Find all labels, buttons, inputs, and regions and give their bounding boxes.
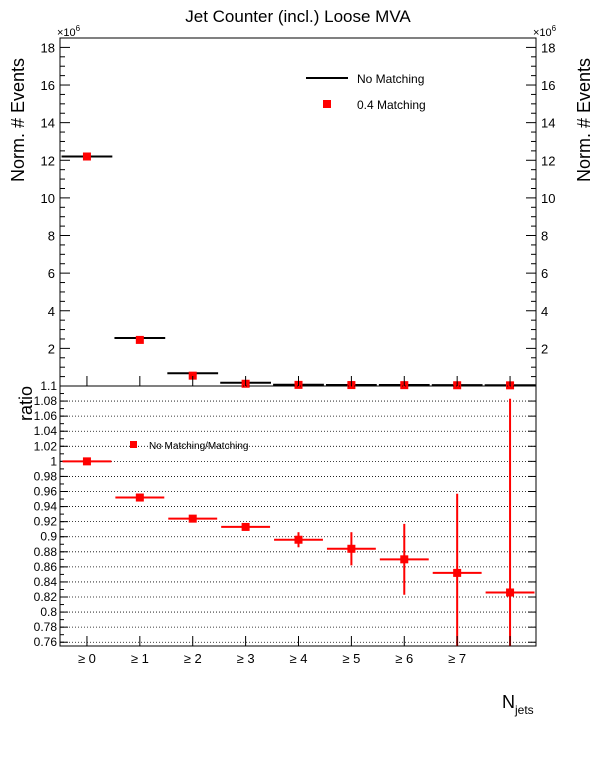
top-y-tick-label-right: 6 xyxy=(541,266,548,281)
top-y-tick-label-left: 4 xyxy=(48,304,55,319)
top-y-tick-label-left: 12 xyxy=(41,153,55,168)
top-y-tick-label-right: 12 xyxy=(541,153,555,168)
x-tick-label: ≥ 1 xyxy=(131,651,149,666)
ratio-plot-frame xyxy=(59,385,537,647)
x-tick-label: ≥ 6 xyxy=(395,651,413,666)
top-y-axis: 2 2 4 4 6 6 8 8 10 10 12 12 14 14 16 16 18 18 xyxy=(41,37,555,378)
matching-marker xyxy=(82,152,91,161)
legend-label-matching: 0.4 Matching xyxy=(357,98,426,112)
legend-label-no-matching: No Matching xyxy=(357,72,424,86)
x-tick-label: ≥ 5 xyxy=(342,651,360,666)
matching-marker xyxy=(188,371,197,380)
ratio-legend-marker xyxy=(130,441,137,448)
ratio-y-tick-label: 0.8 xyxy=(40,605,57,619)
ratio-y-tick-label: 0.9 xyxy=(40,530,57,544)
x-tick-label: ≥ 0 xyxy=(78,651,96,666)
top-series-group xyxy=(61,152,536,390)
top-legend: No Matching 0.4 Matching xyxy=(306,72,426,112)
ratio-y-axis: 1.11.081.061.041.0210.980.960.940.920.90… xyxy=(34,379,536,649)
ratio-legend: No Matching/Matching xyxy=(130,441,249,452)
ratio-marker xyxy=(506,588,515,597)
top-y-tick-label-right: 8 xyxy=(541,229,548,244)
x-axis-label: Njets xyxy=(502,692,534,717)
ratio-marker xyxy=(241,522,250,531)
ratio-y-tick-label: 0.84 xyxy=(34,575,58,589)
exponent-label-left: ×106 xyxy=(57,24,81,39)
top-y-tick-label-right: 4 xyxy=(541,304,548,319)
ratio-marker xyxy=(453,568,462,577)
top-y-tick-label-right: 16 xyxy=(541,78,555,93)
ratio-marker xyxy=(135,493,144,502)
ratio-marker xyxy=(400,555,409,564)
ratio-y-tick-label: 1.06 xyxy=(34,409,58,423)
ratio-marker xyxy=(188,514,197,523)
top-plot-frame xyxy=(59,37,537,387)
ratio-y-tick-label: 0.94 xyxy=(34,500,58,514)
ratio-y-tick-label: 1.04 xyxy=(34,424,58,438)
top-y-tick-label-right: 2 xyxy=(541,341,548,356)
top-y-tick-label-right: 14 xyxy=(541,116,555,131)
y-axis-label-right: Norm. # Events xyxy=(574,58,594,182)
ratio-y-tick-label: 0.92 xyxy=(34,515,58,529)
ratio-legend-label: No Matching/Matching xyxy=(149,441,249,452)
x-tick-label: ≥ 4 xyxy=(290,651,308,666)
ratio-marker xyxy=(347,544,356,553)
ratio-y-tick-label: 1 xyxy=(50,454,57,468)
legend-marker-matching xyxy=(323,100,331,108)
top-y-tick-label-left: 6 xyxy=(48,266,55,281)
ratio-y-tick-label: 0.96 xyxy=(34,485,58,499)
top-y-tick-label-left: 18 xyxy=(41,40,55,55)
ratio-y-tick-label: 0.98 xyxy=(34,469,58,483)
chart-title: Jet Counter (incl.) Loose MVA xyxy=(185,7,411,26)
x-tick-label: ≥ 7 xyxy=(448,651,466,666)
top-y-tick-label-right: 10 xyxy=(541,191,555,206)
ratio-y-tick-label: 1.08 xyxy=(34,394,58,408)
x-axis: ≥ 0 ≥ 1 ≥ 2 ≥ 3 ≥ 4 ≥ 5 ≥ 6 ≥ 7 xyxy=(78,376,511,666)
ratio-y-tick-label: 0.86 xyxy=(34,560,58,574)
ratio-y-tick-label: 0.88 xyxy=(34,545,58,559)
top-y-tick-label-left: 8 xyxy=(48,229,55,244)
ratio-marker xyxy=(82,457,91,466)
top-y-tick-label-left: 10 xyxy=(41,191,55,206)
ratio-y-tick-label: 1.02 xyxy=(34,439,58,453)
matching-marker xyxy=(135,335,144,344)
ratio-marker xyxy=(294,535,303,544)
ratio-series-group xyxy=(62,398,535,646)
exponent-label-right: ×106 xyxy=(533,24,557,39)
ratio-y-tick-label: 0.78 xyxy=(34,620,58,634)
ratio-y-tick-label: 0.76 xyxy=(34,635,58,649)
ratio-grid xyxy=(60,385,536,643)
x-tick-label: ≥ 3 xyxy=(237,651,255,666)
y-axis-label-left: Norm. # Events xyxy=(8,58,28,182)
top-y-tick-label-left: 2 xyxy=(48,341,55,356)
top-y-tick-label-left: 16 xyxy=(41,78,55,93)
top-y-tick-label-left: 14 xyxy=(41,116,55,131)
x-tick-label: ≥ 2 xyxy=(184,651,202,666)
top-y-tick-label-right: 18 xyxy=(541,40,555,55)
ratio-y-label: ratio xyxy=(16,386,36,421)
ratio-y-tick-label: 0.82 xyxy=(34,590,58,604)
ratio-y-tick-label: 1.1 xyxy=(40,379,57,393)
